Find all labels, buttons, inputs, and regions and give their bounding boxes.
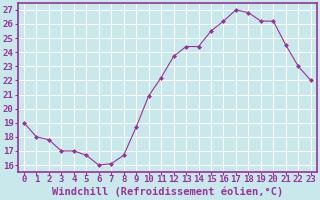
X-axis label: Windchill (Refroidissement éolien,°C): Windchill (Refroidissement éolien,°C) (52, 187, 283, 197)
